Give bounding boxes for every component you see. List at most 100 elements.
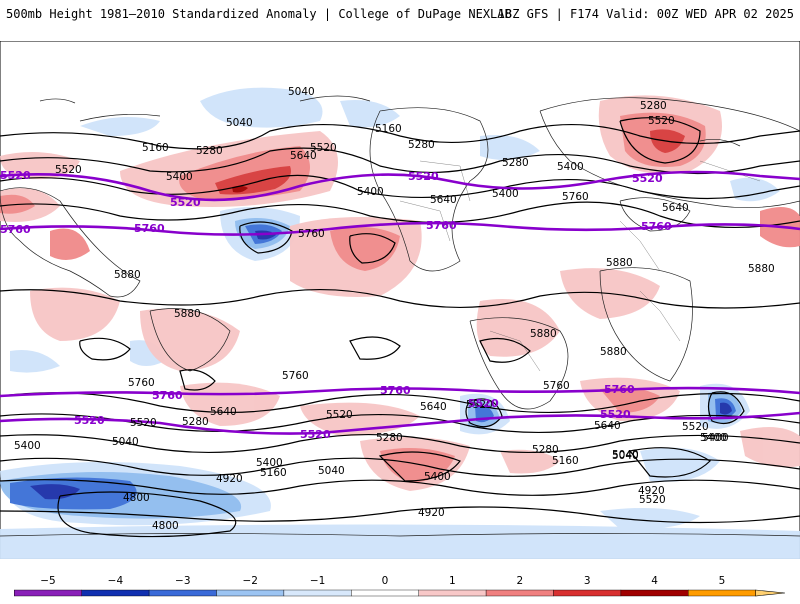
reference-label: 5520 bbox=[74, 414, 105, 427]
reference-contours bbox=[0, 170, 800, 435]
contour-label: 5520 bbox=[130, 417, 157, 429]
coastlines bbox=[0, 95, 800, 537]
contour-label: 5640 bbox=[430, 194, 457, 206]
contour-label: 5880 bbox=[600, 346, 627, 358]
height-contours bbox=[0, 117, 800, 538]
contour-label: 4920 bbox=[638, 485, 665, 497]
reference-label: 5520 bbox=[408, 170, 439, 183]
contour-label: 5880 bbox=[174, 308, 201, 320]
colorbar-segment bbox=[688, 589, 756, 597]
contour-label: 5160 bbox=[375, 123, 402, 135]
reference-label: 5520 bbox=[170, 196, 201, 209]
contour-label: 5520 bbox=[466, 399, 493, 411]
colorbar-tick-label: 0 bbox=[382, 575, 389, 587]
contour-label: 5280 bbox=[408, 139, 435, 151]
colorbar-tick-label: −1 bbox=[310, 575, 325, 587]
contour-label: 5160 bbox=[552, 455, 579, 467]
colorbar-tick-label: 1 bbox=[449, 575, 456, 587]
contour-label: 5040 bbox=[612, 449, 639, 461]
contour-label: 5400 bbox=[166, 171, 193, 183]
contour-label: 5520 bbox=[55, 164, 82, 176]
colorbar-segment bbox=[620, 589, 689, 597]
contour-label: 5040 bbox=[612, 450, 639, 462]
contour-label: 5880 bbox=[748, 263, 775, 275]
contour-label: 5880 bbox=[530, 328, 557, 340]
reference-label: 5760 bbox=[641, 220, 672, 233]
contour-label: 5040 bbox=[112, 436, 139, 448]
colorbar: −5 −4 −3 −2 −1 0 1 2 3 4 5 bbox=[0, 570, 800, 600]
contour-label: 5040 bbox=[226, 117, 253, 129]
colorbar-ticks: −5 −4 −3 −2 −1 0 1 2 3 4 5 bbox=[40, 575, 725, 587]
contour-label: 5760 bbox=[298, 228, 325, 240]
colorbar-segment bbox=[81, 589, 150, 597]
contour-label: 5280 bbox=[376, 432, 403, 444]
contour-label: 5400 bbox=[256, 457, 283, 469]
map-title: 500mb Height 1981–2010 Standardized Anom… bbox=[6, 7, 512, 21]
map-panel[interactable]: 5040 5040 5160 5280 5280 5280 5520 5520 … bbox=[0, 41, 800, 559]
colorbar-tick-label: −4 bbox=[108, 575, 124, 587]
contour-label: 5400 bbox=[424, 471, 451, 483]
reference-label: 5520 bbox=[300, 428, 331, 441]
contour-label: 5400 bbox=[492, 188, 519, 200]
colorbar-segment bbox=[418, 589, 487, 597]
contour-label: 5520 bbox=[682, 421, 709, 433]
contour-label: 5640 bbox=[594, 420, 621, 432]
colorbar-tick-label: 5 bbox=[719, 575, 726, 587]
contour-label: 5400 bbox=[14, 440, 41, 452]
contour-label: 5400 bbox=[557, 161, 584, 173]
contour-label: 5640 bbox=[420, 401, 447, 413]
colorbar-segment bbox=[14, 589, 82, 597]
reference-label: 5760 bbox=[426, 219, 457, 232]
header: 500mb Height 1981–2010 Standardized Anom… bbox=[0, 0, 800, 30]
colorbar-tick-label: 2 bbox=[516, 575, 523, 587]
contour-label: 5160 bbox=[260, 467, 287, 479]
colorbar-segment bbox=[485, 589, 554, 597]
contour-label: 5160 bbox=[142, 142, 169, 154]
colorbar-tick-label: 3 bbox=[584, 575, 591, 587]
reference-label: 5760 bbox=[152, 389, 183, 402]
reference-label: 5760 bbox=[0, 223, 31, 236]
contour-label: 4800 bbox=[123, 492, 150, 504]
reference-label: 5760 bbox=[604, 383, 635, 396]
colorbar-tick-label: −3 bbox=[175, 575, 190, 587]
map-canvas[interactable]: 5040 5040 5160 5280 5280 5280 5520 5520 … bbox=[0, 41, 800, 559]
colorbar-segment bbox=[283, 589, 352, 597]
contour-label: 5520 bbox=[639, 494, 666, 506]
contour-labels: 5040 5040 5160 5280 5280 5280 5520 5520 … bbox=[14, 86, 775, 532]
contour-label: 5400 bbox=[702, 432, 729, 444]
reference-label: 5520 bbox=[0, 169, 31, 182]
contour-label: 5760 bbox=[282, 370, 309, 382]
reference-label: 5520 bbox=[600, 408, 631, 421]
contour-label: 4800 bbox=[152, 520, 179, 532]
colorbar-segment bbox=[351, 589, 419, 597]
run-info: 18Z GFS | F174 Valid: 00Z WED APR 02 202… bbox=[497, 7, 794, 21]
colorbar-segment bbox=[553, 589, 622, 597]
contour-label: 4920 bbox=[418, 507, 445, 519]
contour-label: 5400 bbox=[700, 432, 727, 444]
contour-label: 5640 bbox=[662, 202, 689, 214]
contour-label: 5760 bbox=[562, 191, 589, 203]
contour-label: 5520 bbox=[310, 142, 337, 154]
colorbar-tick-label: −5 bbox=[40, 575, 55, 587]
contour-label: 5280 bbox=[640, 100, 667, 112]
contour-label: 5520 bbox=[326, 409, 353, 421]
colorbar-tick-label: −2 bbox=[242, 575, 257, 587]
colorbar-segment bbox=[148, 589, 217, 597]
contour-label: 5040 bbox=[288, 86, 315, 98]
colorbar-segment bbox=[755, 589, 786, 597]
reference-label: 5520 bbox=[632, 172, 663, 185]
contour-label: 5640 bbox=[290, 150, 317, 162]
contour-label: 5880 bbox=[606, 257, 633, 269]
contour-label: 5880 bbox=[114, 269, 141, 281]
contour-label: 5400 bbox=[357, 186, 384, 198]
contour-label: 5040 bbox=[318, 465, 345, 477]
contour-label: 4920 bbox=[216, 473, 243, 485]
contour-label: 5640 bbox=[210, 406, 237, 418]
reference-labels: 5520 5520 5520 5520 5760 5760 5760 5760 … bbox=[0, 169, 672, 441]
contour-label: 5520 bbox=[648, 115, 675, 127]
contour-label: 5760 bbox=[543, 380, 570, 392]
reference-label: 5760 bbox=[134, 222, 165, 235]
colorbar-tick-label: 4 bbox=[651, 575, 658, 587]
contour-label: 5760 bbox=[128, 377, 155, 389]
reference-label: 5520 bbox=[468, 397, 499, 410]
